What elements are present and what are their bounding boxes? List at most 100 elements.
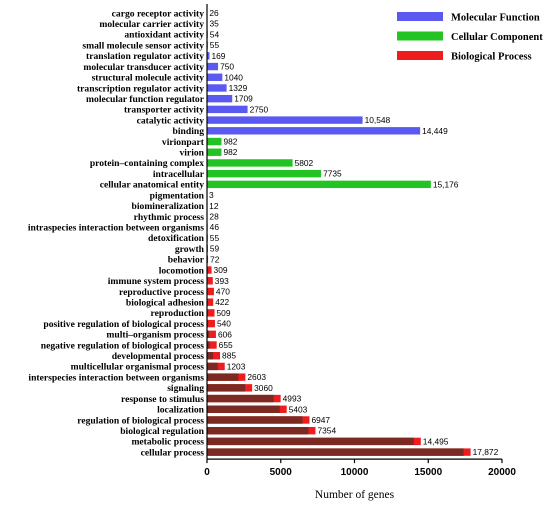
- value-label-multi-organism-process: 606: [218, 329, 232, 339]
- bar-transcription-regulator-activity: [207, 84, 227, 92]
- bar-translation-regulator-activity: [207, 52, 210, 60]
- value-label-multicellular-organismal-process: 1203: [227, 361, 246, 371]
- value-label-molecular-carrier-activity: 35: [210, 19, 220, 29]
- bar-cellular-anatomical-entity: [207, 180, 431, 189]
- value-label-rhythmic-process: 28: [209, 211, 219, 221]
- bar-virion: [207, 148, 222, 156]
- category-label-structural-molecule-activity: structural molecule activity: [92, 73, 205, 84]
- value-label-structural-molecule-activity: 1040: [224, 72, 243, 82]
- category-label-cargo-receptor-activity: cargo receptor activity: [112, 8, 205, 19]
- x-tick-label-5000: 5000: [270, 467, 293, 478]
- value-label-pigmentation: 3: [209, 190, 214, 200]
- category-label-multicellular-organismal-process: multicellular organismal process: [71, 362, 205, 373]
- category-label-response-to-stimulus: response to stimulus: [121, 394, 204, 405]
- value-label-growth: 59: [210, 244, 220, 254]
- category-label-molecular-transducer-activity: molecular transducer activity: [83, 62, 204, 73]
- bar-virionpart: [207, 137, 222, 146]
- bar-molecular-function-regulator: [207, 94, 233, 103]
- value-label-cellular-process: 17,872: [473, 447, 499, 457]
- category-label-behavior: behavior: [168, 255, 205, 266]
- axes: 0 5000 10000 15000 20000: [204, 4, 516, 478]
- value-label-detoxification: 55: [210, 233, 220, 243]
- value-label-biological-adhesion: 422: [215, 297, 229, 307]
- category-label-molecular-carrier-activity: molecular carrier activity: [99, 19, 204, 30]
- bar-shade-multicellular-organismal-process: [207, 362, 218, 371]
- bar-transporter-activity: [207, 105, 248, 114]
- category-label-reproduction: reproduction: [151, 308, 205, 319]
- legend: Molecular Function Cellular Component Biol…: [397, 12, 543, 63]
- bar-shade-regulation-of-biological-process: [207, 416, 303, 424]
- category-label-regulation-of-biological-process: regulation of biological process: [77, 415, 204, 426]
- value-label-reproduction: 509: [217, 308, 231, 318]
- value-label-localization: 5403: [289, 404, 308, 414]
- legend-label-molecular-function: Molecular Function: [451, 13, 540, 24]
- bar-protein-containing-complex: [207, 159, 293, 167]
- value-label-behavior: 72: [210, 254, 220, 264]
- legend-label-cellular-component: Cellular Component: [451, 32, 543, 43]
- value-label-molecular-function-regulator: 1709: [234, 94, 253, 104]
- value-label-translation-regulator-activity: 169: [211, 51, 225, 61]
- x-tick-label-15000: 15000: [414, 467, 442, 478]
- value-label-small-molecule-sensor-activity: 55: [210, 40, 220, 50]
- value-label-developmental-process: 885: [222, 351, 236, 361]
- category-label-cellular-anatomical-entity: cellular anatomical entity: [100, 180, 204, 191]
- category-label-molecular-function-regulator: molecular function regulator: [86, 94, 205, 105]
- value-label-locomotion: 309: [214, 265, 228, 275]
- value-label-biomineralization: 12: [209, 201, 219, 211]
- bar-binding: [207, 127, 421, 135]
- bar-shade-negative-regulation-of-biological-process: [207, 341, 210, 349]
- category-label-transporter-activity: transporter activity: [124, 105, 204, 116]
- value-label-interspecies-interaction-between-organisms: 2603: [247, 372, 266, 382]
- bar-positive-regulation-of-biological-process: [207, 319, 215, 328]
- bar-immune-system-process: [207, 277, 213, 285]
- x-tick-label-10000: 10000: [341, 467, 369, 478]
- bar-shade-response-to-stimulus: [207, 394, 274, 403]
- category-label-small-molecule-sensor-activity: small molecule sensor activity: [82, 40, 204, 51]
- bar-catalytic-activity: [207, 116, 363, 124]
- value-label-catalytic-activity: 10,548: [365, 115, 391, 125]
- bar-locomotion: [207, 266, 212, 274]
- category-label-virionpart: virionpart: [162, 137, 205, 148]
- category-label-immune-system-process: immune system process: [108, 276, 205, 287]
- value-label-cellular-anatomical-entity: 15,176: [433, 179, 459, 189]
- value-label-response-to-stimulus: 4993: [283, 394, 302, 404]
- bar-shade-developmental-process: [207, 352, 214, 360]
- value-label-biological-regulation: 7354: [317, 426, 336, 436]
- value-label-molecular-transducer-activity: 750: [220, 62, 234, 72]
- category-label-binding: binding: [173, 126, 205, 137]
- bar-shade-interspecies-interaction-between-organisms: [207, 373, 239, 381]
- bar-multi-organism-process: [207, 330, 216, 338]
- bars: [207, 9, 471, 456]
- value-label-cargo-receptor-activity: 26: [209, 8, 219, 18]
- category-label-localization: localization: [157, 405, 205, 416]
- bar-shade-metabolic-process: [207, 437, 414, 446]
- category-label-translation-regulator-activity: translation regulator activity: [86, 51, 204, 62]
- category-label-catalytic-activity: catalytic activity: [137, 115, 205, 126]
- bar-shade-cellular-process: [207, 448, 464, 456]
- category-label-growth: growth: [175, 244, 205, 255]
- category-label-reproductive-process: reproductive process: [119, 287, 204, 298]
- category-label-biomineralization: biomineralization: [132, 201, 205, 212]
- value-label-intracellular: 7735: [323, 169, 342, 179]
- category-label-transcription-regulator-activity: transcription regulator activity: [77, 83, 204, 94]
- category-label-detoxification: detoxification: [148, 233, 205, 244]
- legend-swatch-biological-process: [397, 51, 443, 60]
- bar-shade-localization: [207, 405, 280, 413]
- bar-biological-adhesion: [207, 298, 214, 306]
- bar-molecular-transducer-activity: [207, 62, 219, 71]
- category-label-locomotion: locomotion: [159, 265, 205, 276]
- bar-structural-molecule-activity: [207, 73, 223, 81]
- value-label-virion: 982: [223, 147, 237, 157]
- category-label-antioxidant-activity: antioxidant activity: [124, 30, 204, 41]
- value-label-regulation-of-biological-process: 6947: [311, 415, 330, 425]
- value-label-reproductive-process: 470: [216, 286, 230, 296]
- category-label-pigmentation: pigmentation: [150, 190, 205, 201]
- x-tick-label-20000: 20000: [488, 467, 516, 478]
- category-label-negative-regulation-of-biological-process: negative regulation of biological proces…: [41, 340, 205, 351]
- category-label-developmental-process: developmental process: [112, 351, 205, 362]
- value-label-signaling: 3060: [254, 383, 273, 393]
- category-label-interspecies-interaction-between-organisms: interspecies interaction between organis…: [28, 372, 204, 383]
- category-label-intracellular: intracellular: [153, 169, 205, 180]
- value-label-antioxidant-activity: 54: [210, 29, 220, 39]
